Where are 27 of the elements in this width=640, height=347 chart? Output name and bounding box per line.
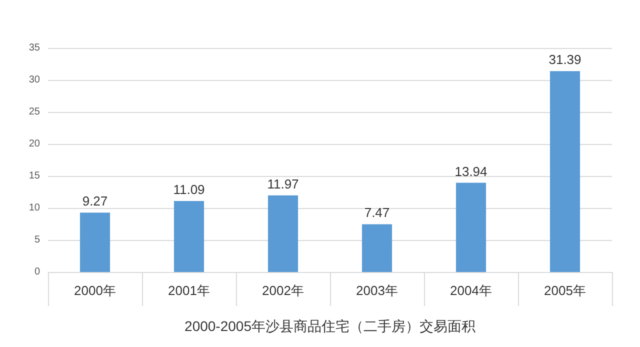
bar	[174, 201, 204, 272]
bar	[80, 212, 110, 272]
y-tick-label: 0	[34, 266, 40, 278]
bar	[550, 71, 580, 272]
x-tick-label: 2002年	[262, 283, 304, 298]
y-tick-label: 10	[28, 202, 40, 214]
x-tick-label: 2001年	[168, 283, 210, 298]
data-label: 11.97	[267, 176, 299, 192]
y-tick-label: 20	[28, 138, 40, 150]
x-axis-title: 2000-2005年沙县商品住宅（二手房）交易面积	[184, 318, 476, 334]
y-tick-label: 15	[28, 170, 40, 182]
data-label: 9.27	[82, 194, 108, 209]
y-tick-label: 35	[28, 42, 40, 54]
bar	[456, 182, 486, 272]
bar	[362, 224, 392, 272]
y-tick-label: 30	[28, 74, 40, 86]
y-tick-label: 5	[34, 234, 40, 246]
y-tick-label: 25	[28, 106, 40, 118]
bar	[268, 195, 298, 272]
data-label: 13.94	[454, 164, 488, 179]
data-label: 31.39	[548, 52, 582, 68]
data-label: 11.09	[173, 182, 205, 198]
x-tick-label: 2004年	[450, 283, 492, 298]
x-tick-label: 2000年	[74, 283, 116, 298]
data-label: 7.47	[364, 205, 390, 220]
x-tick-label: 2003年	[356, 283, 398, 298]
x-tick-label: 2005年	[544, 283, 586, 298]
